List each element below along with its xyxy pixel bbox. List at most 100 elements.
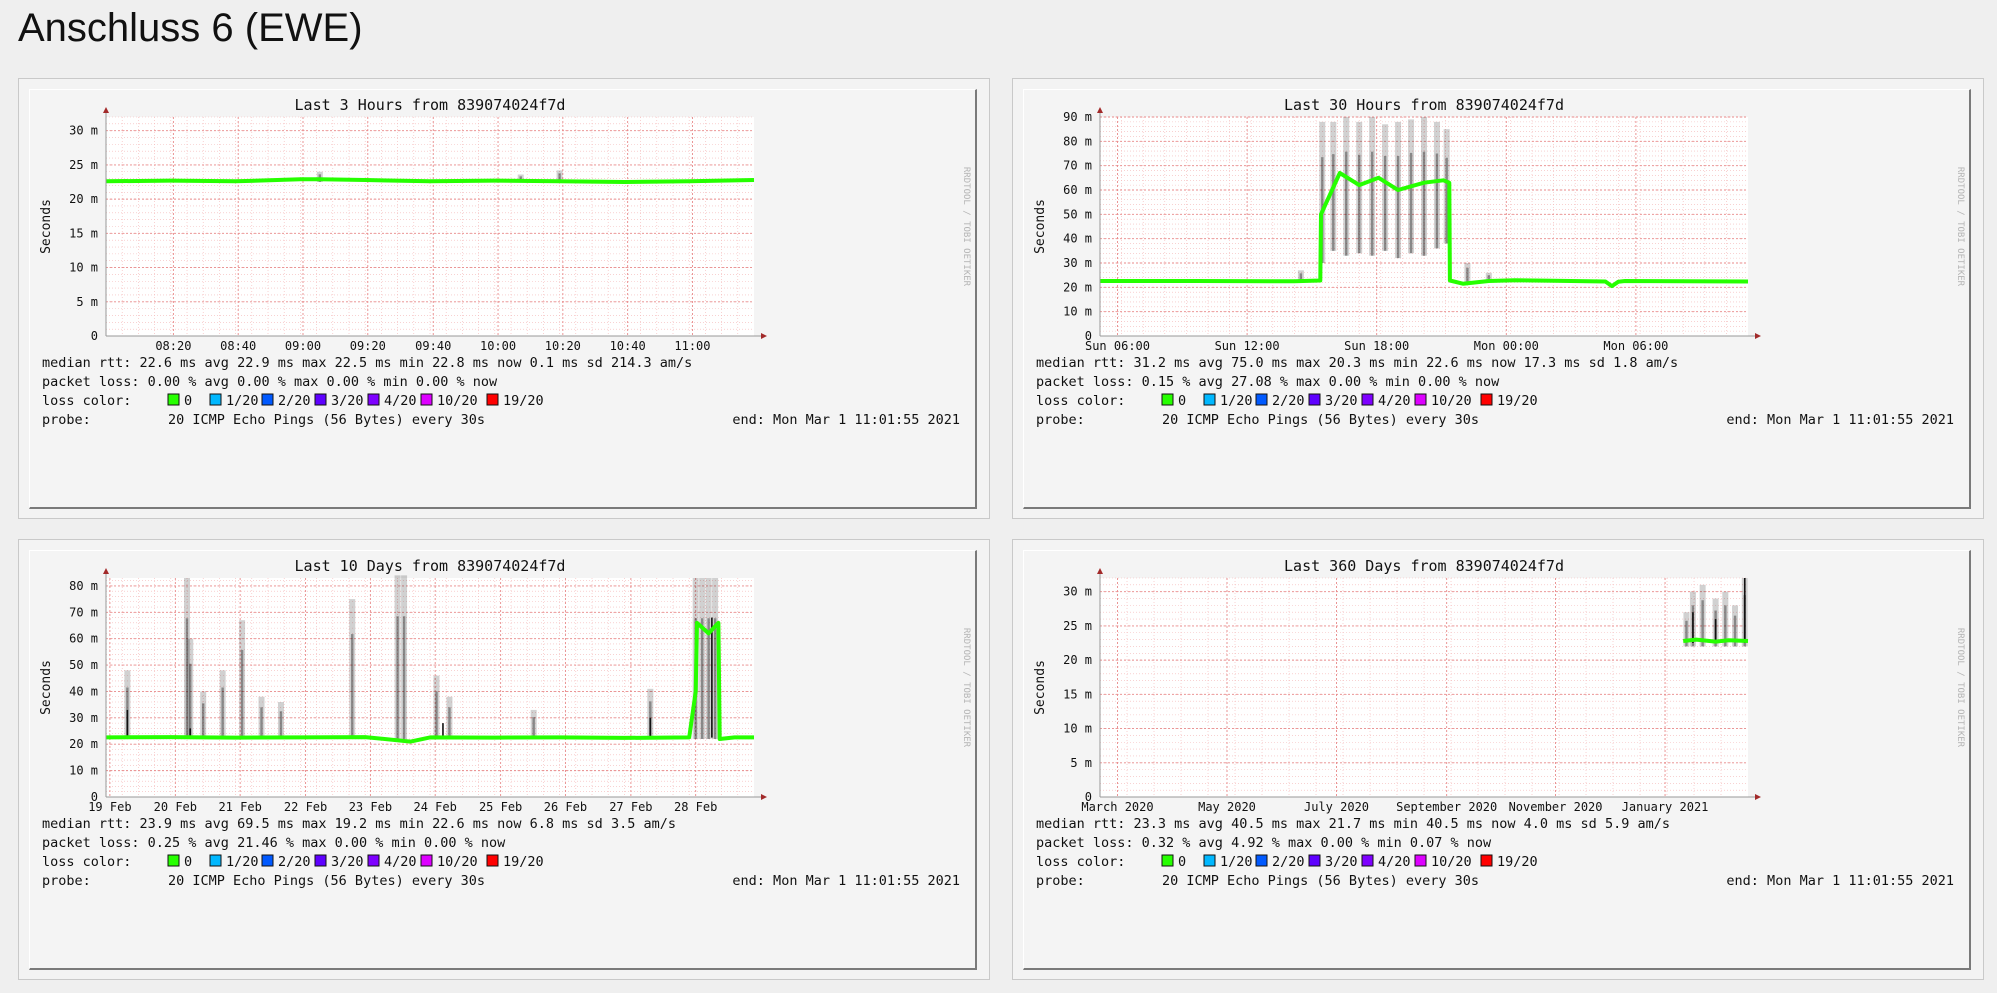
chart-svg: Sun 06:00 Sun 12:00 Sun 18:00 Mon 00:00 Mon … [1033,96,1965,428]
chart-svg: 08:20 08:40 09:00 09:20 09:40 10:00 10:20 10:40… [39,96,971,428]
smoke-core [1358,154,1361,254]
x-tick-label: March 2020 [1081,800,1153,814]
loss-legend-label: 3/20 [331,854,364,870]
smoke-core [1466,267,1469,283]
loss-legend-label: 19/20 [503,854,544,870]
loss-legend-label: 0 [1178,393,1186,409]
smoke-band [124,670,131,739]
loss-swatch [1361,393,1374,406]
x-tick-label: 24 Feb [414,800,457,814]
x-tick-label: November 2020 [1509,800,1603,814]
smoke-core [1332,154,1335,251]
loss-color-label: loss color: [1036,854,1125,870]
smoke-band [699,578,706,739]
smoke-band [184,578,190,739]
packet-loss-stats: packet loss: 0.25 % avg 21.46 % max 0.00… [42,835,506,851]
loss-legend-label: 3/20 [331,393,364,409]
loss-swatch [1480,854,1493,867]
chart-svg: March 2020 May 2020 July 2020 September 202… [1033,557,1965,889]
loss-swatch [367,854,380,867]
y-tick-label: 90 m [1063,110,1092,124]
y-tick-label: 10 m [69,261,98,275]
y-tick-label: 20 m [69,737,98,751]
loss-color-label: loss color: [42,393,131,409]
loss-swatch [486,393,499,406]
y-tick-label: 60 m [1063,183,1092,197]
smoke-band [277,702,284,739]
graph-panel-360-days[interactable]: March 2020 May 2020 July 2020 September 202… [1012,539,1984,980]
x-tick-label: 21 Feb [218,800,261,814]
packet-loss-stats: packet loss: 0.15 % avg 27.08 % max 0.00… [1036,374,1500,390]
smoke-core [707,618,710,739]
chart-title: Last 3 Hours from 839074024f7d [295,96,566,114]
y-axis-arrow [1097,107,1103,113]
median-rtt-stats: median rtt: 23.9 ms avg 69.5 ms max 19.2… [42,816,676,832]
smoke-core [1383,155,1387,251]
smoke-core [1685,620,1688,647]
x-tick-label: July 2020 [1304,800,1369,814]
smoke-band [1356,121,1363,254]
smoke-band [200,691,207,739]
y-tick-label: 30 m [1063,585,1092,599]
smokeping-graph: 08:20 08:40 09:00 09:20 09:40 10:00 10:20 10:40… [29,89,977,509]
x-tick-label: Sun 12:00 [1215,339,1280,353]
y-tick-label: 20 m [1063,653,1092,667]
smoke-core [1487,275,1490,283]
smoke-band [1683,612,1690,647]
x-axis-arrow [761,794,767,800]
chart-title: Last 10 Days from 839074024f7d [295,557,566,575]
y-tick-label: 70 m [1063,159,1092,173]
loss-legend-label: 0 [184,393,192,409]
loss-swatch [1161,854,1174,867]
graph-panel-10-days[interactable]: 19 Feb 20 Feb 21 Feb 22 Feb 23 Feb 24 Feb 25 F… [18,539,990,980]
smoke-core [448,707,451,739]
median-rtt-stats: median rtt: 31.2 ms avg 75.0 ms max 20.3… [1036,355,1678,371]
loss-swatch [261,393,274,406]
loss-swatch [367,393,380,406]
smoke-band [1343,117,1350,256]
y-axis-label: Seconds [39,199,54,254]
loss-color-label: loss color: [1036,393,1125,409]
x-tick-label: January 2021 [1622,800,1709,814]
smokeping-graph: March 2020 May 2020 July 2020 September 202… [1023,550,1971,970]
smokeping-graph: 19 Feb 20 Feb 21 Feb 22 Feb 23 Feb 24 Feb 25 F… [29,550,977,970]
smoke-band [712,578,719,739]
loss-legend-label: 19/20 [1497,854,1538,870]
x-axis-arrow [761,333,767,339]
graph-panel-30-hours[interactable]: Sun 06:00 Sun 12:00 Sun 18:00 Mon 00:00 Mon … [1012,78,1984,519]
smokeping-graph: Sun 06:00 Sun 12:00 Sun 18:00 Mon 00:00 Mon … [1023,89,1971,509]
y-tick-label: 25 m [1063,619,1092,633]
x-tick-label: 08:20 [155,339,191,353]
x-tick-label: Mon 06:00 [1603,339,1668,353]
probe-label: probe: [42,412,91,428]
loss-swatch [314,854,327,867]
end-time-text: end: Mon Mar 1 11:01:55 2021 [732,873,960,889]
loss-swatch [486,854,499,867]
smoke-band [1464,263,1471,283]
loss-legend-label: 1/20 [1220,854,1253,870]
loss-legend-label: 3/20 [1325,854,1358,870]
y-tick-label: 5 m [1070,756,1092,770]
loss-swatch [209,393,222,406]
graph-panel-3-hours[interactable]: 08:20 08:40 09:00 09:20 09:40 10:00 10:20 10:40… [18,78,990,519]
loss-legend-label: 3/20 [1325,393,1358,409]
y-tick-label: 0 [1085,329,1092,343]
loss-swatch [420,854,433,867]
loss-legend-label: 2/20 [1272,393,1305,409]
median-rtt-line [1100,171,1749,289]
smoke-core [532,717,535,739]
smoke-core [700,618,704,739]
loss-legend-label: 19/20 [503,393,544,409]
loss-legend-label: 4/20 [1378,854,1411,870]
rrdtool-watermark: RRDTOOL / TOBI OETIKER [961,167,971,287]
smoke-band [647,688,654,739]
median-rtt-line [1682,637,1749,644]
loss-swatch [167,854,180,867]
loss-legend-label: 10/20 [437,393,478,409]
x-tick-label: 27 Feb [609,800,652,814]
smoke-core [1370,151,1374,256]
y-axis-arrow [1097,568,1103,574]
smoke-band [433,675,440,739]
median-rtt-stats: median rtt: 22.6 ms avg 22.9 ms max 22.5… [42,355,692,371]
chart-title: Last 360 Days from 839074024f7d [1284,557,1564,575]
